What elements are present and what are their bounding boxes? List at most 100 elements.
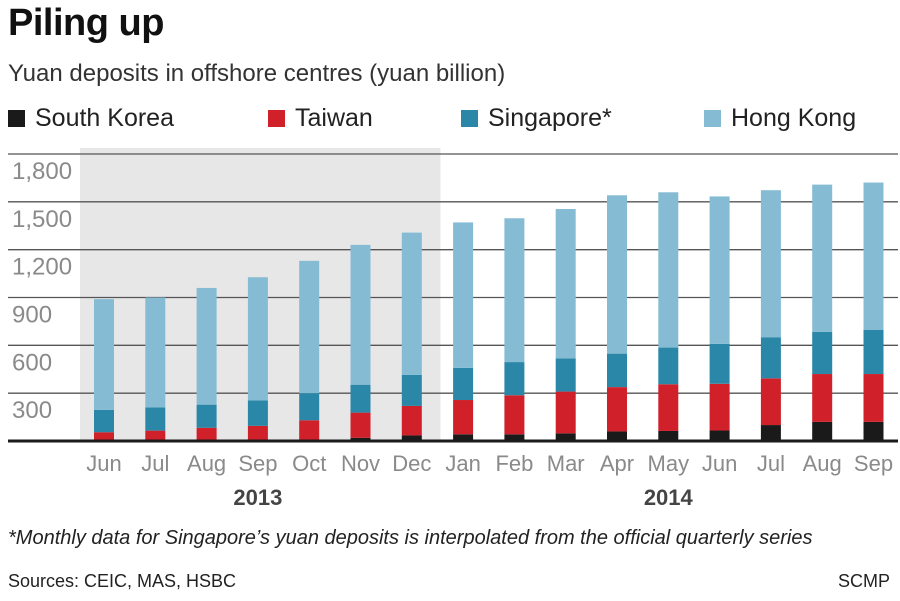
bar-segment-singapore [145,407,166,431]
y-tick-label: 1,500 [12,206,72,233]
footnote: *Monthly data for Singapore’s yuan depos… [8,527,813,549]
legend-swatch-singapore [461,110,478,127]
bar-segment-singapore [812,331,833,375]
x-tick-label: Aug [803,451,842,476]
chart-subtitle: Yuan deposits in offshore centres (yuan … [8,60,506,87]
bar-segment-taiwan [196,427,217,441]
bar-segment-singapore [401,374,422,406]
x-tick-label: Sep [238,451,277,476]
bar-segment-singapore [247,400,268,426]
legend-item-taiwan: Taiwan [268,104,373,133]
bar-segment-south-korea [760,425,781,441]
bar-segment-singapore [607,353,627,388]
x-tick-label: Dec [392,451,431,476]
bar-segment-singapore [453,367,474,401]
bar-segment-taiwan [607,387,627,432]
bar-segment-hong-kong [247,277,268,401]
bar-segment-singapore [504,362,525,396]
legend-swatch-south-korea [8,110,25,127]
legend-label-singapore: Singapore* [488,104,612,132]
bar-segment-taiwan [504,395,525,435]
bar-segment-taiwan [350,412,371,438]
bar-segment-south-korea [607,431,627,441]
year-label-2014: 2014 [644,485,694,510]
bar-segment-south-korea [504,434,525,441]
bar-segment-singapore [709,343,730,384]
bar-segment-singapore [863,329,884,375]
bar-segment-hong-kong [504,218,525,363]
bar-segment-taiwan [863,374,884,422]
bar-segment-hong-kong [401,232,422,375]
stacked-bar-chart: 300 600 900 1,200 1,500 1,800 Jun Jul Aug Sep Oct N… [8,148,898,510]
y-tick-label: 1,800 [12,158,72,185]
x-tick-label: Jul [141,451,169,476]
bar-segment-taiwan [658,384,679,431]
chart-title: Piling up [8,2,164,44]
bar-segment-hong-kong [555,209,576,359]
bar-segment-south-korea [401,435,422,441]
bar-segment-taiwan [812,374,833,422]
bar-segment-south-korea [350,437,371,441]
x-tick-label: Jun [86,451,121,476]
bar-segment-taiwan [145,430,166,441]
sources: Sources: CEIC, MAS, HSBC [8,571,237,591]
bar-segment-taiwan [247,425,268,441]
legend-label-hong-kong: Hong Kong [731,104,857,132]
x-tick-label: Apr [600,451,634,476]
credit: SCMP [837,571,890,591]
bar-segment-singapore [196,404,217,428]
legend-item-singapore: Singapore* [461,104,612,133]
bar-segment-hong-kong [94,299,114,410]
bar-segment-hong-kong [812,184,833,332]
bar-segment-south-korea [709,430,730,441]
legend-item-hong-kong: Hong Kong [704,104,856,133]
bar-segment-south-korea [863,421,884,441]
y-tick-label: 900 [12,302,52,329]
x-tick-label: Jul [757,451,785,476]
x-tick-label: Aug [187,451,226,476]
bar-segment-hong-kong [760,190,781,338]
bar-segment-hong-kong [196,287,217,405]
x-tick-label: Jan [445,451,480,476]
bar-segment-taiwan [94,432,114,441]
x-tick-label: Mar [547,451,585,476]
bar-segment-singapore [760,337,781,379]
bar-segment-taiwan [760,378,781,426]
y-tick-label: 600 [12,349,52,376]
bar-segment-singapore [555,358,576,392]
bar-segment-singapore [299,393,320,421]
bar-segment-hong-kong [145,297,166,408]
legend-label-taiwan: Taiwan [295,104,373,132]
bar-segment-taiwan [555,391,576,434]
bar-segment-hong-kong [453,222,474,368]
bar-segment-singapore [350,384,371,413]
x-tick-label: May [648,451,690,476]
bar-segment-south-korea [555,433,576,441]
bar-segment-taiwan [299,420,320,441]
x-tick-label: Feb [495,451,533,476]
bar-segment-hong-kong [607,195,627,354]
legend-item-south-korea: South Korea [8,104,174,133]
y-tick-label: 1,200 [12,254,72,281]
legend-label-south-korea: South Korea [35,104,174,132]
bar-segment-hong-kong [658,192,679,348]
x-tick-label: Sep [854,451,893,476]
legend-swatch-taiwan [268,110,285,127]
bar-segment-taiwan [709,383,730,431]
bar-segment-singapore [658,347,679,385]
bar-segment-taiwan [401,405,422,436]
bar-segment-south-korea [812,421,833,441]
bar-segment-singapore [94,409,114,433]
bar-segment-taiwan [453,400,474,435]
legend-swatch-hong-kong [704,110,721,127]
bar-segment-south-korea [453,434,474,441]
x-tick-label: Nov [341,451,380,476]
bar-segment-hong-kong [863,182,884,330]
legend: South Korea Taiwan Singapore* Hong Kong [0,104,900,138]
bar-segment-hong-kong [709,196,730,344]
x-tick-label: Oct [292,451,326,476]
bar-segment-south-korea [658,430,679,441]
bar-segment-hong-kong [350,244,371,385]
bar-segment-hong-kong [299,260,320,394]
year-label-2013: 2013 [233,485,282,510]
